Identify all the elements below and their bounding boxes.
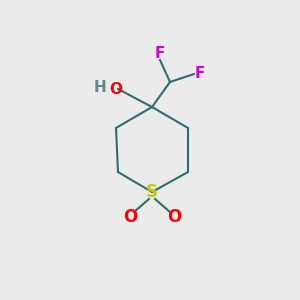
Text: O: O (123, 208, 137, 226)
Text: H: H (94, 80, 106, 95)
Text: F: F (155, 46, 165, 62)
Text: O: O (110, 82, 122, 97)
Text: O: O (167, 208, 181, 226)
Text: F: F (195, 67, 205, 82)
Text: S: S (146, 183, 158, 201)
